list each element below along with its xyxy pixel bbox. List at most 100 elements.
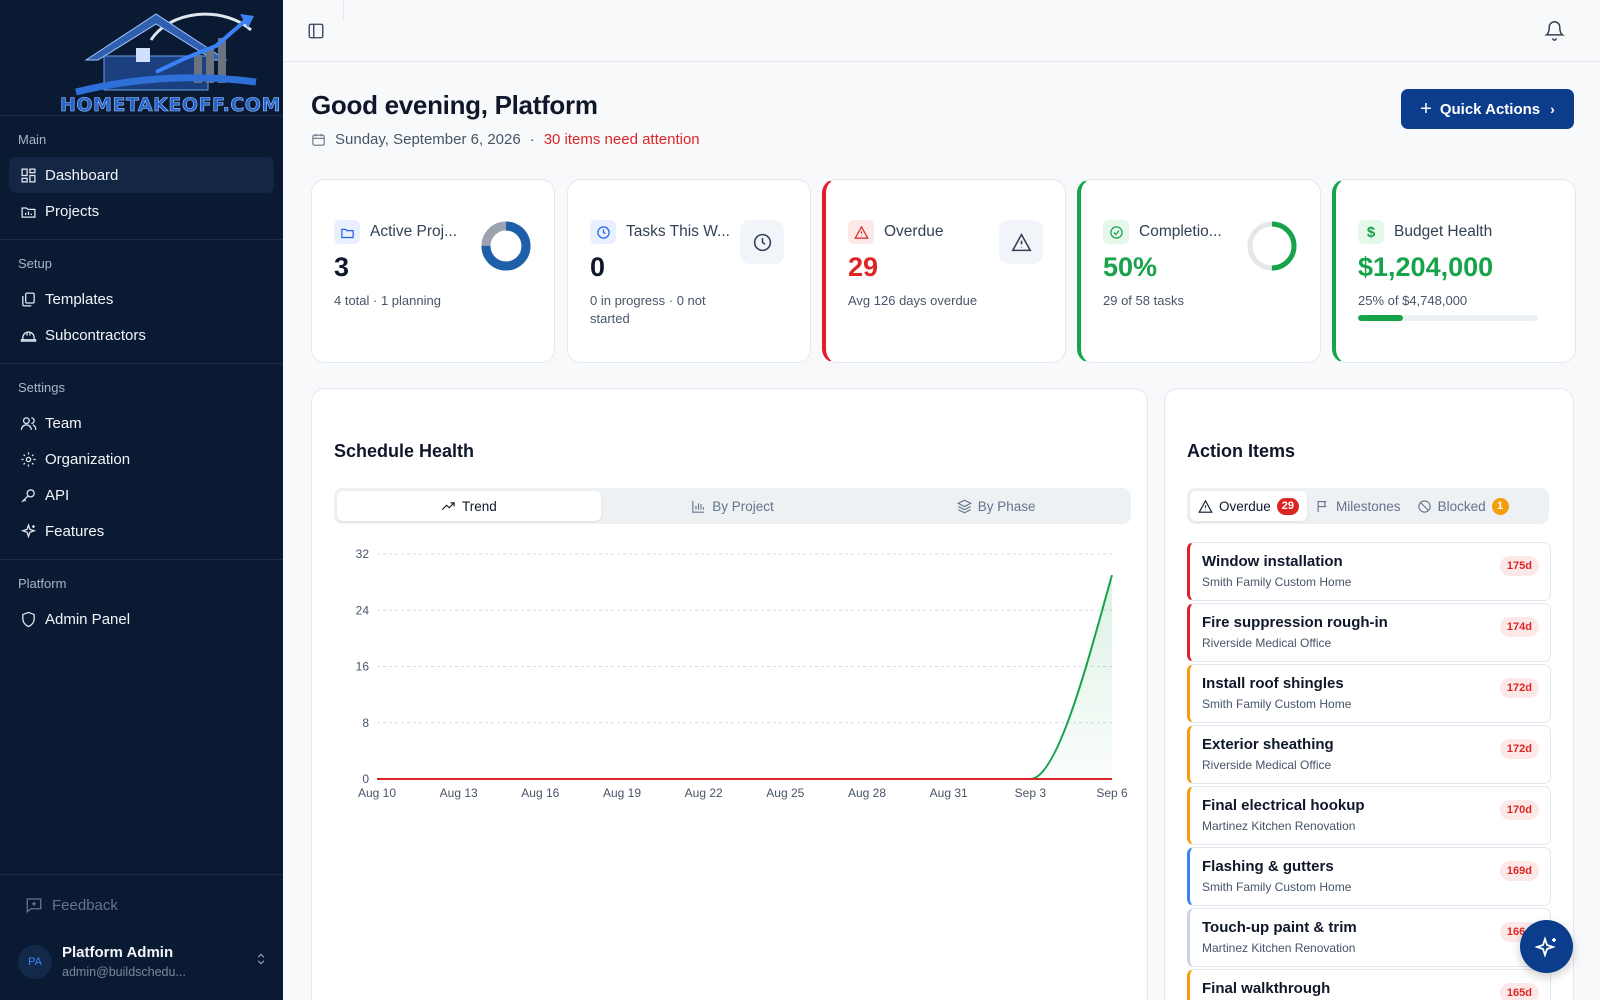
warning-icon	[1198, 499, 1213, 513]
budget-progress-fill	[1358, 315, 1403, 321]
stat-title: Budget Health	[1394, 223, 1493, 240]
chevron-right-icon: ›	[1550, 101, 1555, 117]
action-item[interactable]: Final walkthrough 165d	[1187, 969, 1551, 1000]
sidebar: HOMETAKEOFF.COM Main Dashboard Projects …	[0, 0, 283, 1000]
action-item-project: Smith Family Custom Home	[1202, 697, 1352, 711]
sidebar-toggle-button[interactable]	[307, 22, 325, 40]
feedback-icon	[26, 898, 42, 914]
series-line	[377, 574, 1113, 780]
action-item-project: Martinez Kitchen Renovation	[1202, 819, 1356, 833]
tab-milestones[interactable]: Milestones	[1307, 491, 1409, 521]
nav-section-main: Main Dashboard Projects	[0, 116, 283, 240]
house-logo-icon	[75, 12, 257, 96]
tab-by-phase[interactable]: By Phase	[864, 491, 1128, 521]
separator: ·	[529, 131, 535, 148]
action-item-title: Final walkthrough	[1202, 980, 1331, 997]
stat-card-active-projects[interactable]: Active Proj... 3 4 total · 1 planning	[311, 179, 555, 363]
action-item[interactable]: Flashing & gutters Smith Family Custom Ho…	[1187, 847, 1551, 906]
sidebar-item-admin-panel[interactable]: Admin Panel	[9, 601, 274, 637]
tab-blocked[interactable]: Blocked 1	[1409, 491, 1517, 521]
dashboard-icon	[19, 166, 37, 184]
tab-overdue[interactable]: Overdue 29	[1190, 491, 1308, 521]
stat-subtext: 4 total · 1 planning	[334, 293, 441, 308]
action-item-project: Martinez Kitchen Renovation	[1202, 941, 1356, 955]
ai-assistant-button[interactable]	[1520, 920, 1573, 973]
current-date: Sunday, September 6, 2026	[335, 131, 521, 148]
schedule-view-tabs: Trend By Project By Phase	[334, 488, 1131, 524]
panel-title: Schedule Health	[334, 441, 475, 461]
stat-card-tasks-this-week[interactable]: Tasks This W... 0 0 in progress · 0 not …	[567, 179, 811, 363]
x-tick-label: Sep 6	[1096, 786, 1128, 800]
notifications-button[interactable]	[1544, 20, 1565, 46]
shield-icon	[19, 610, 37, 628]
sidebar-item-features[interactable]: Features	[9, 513, 274, 549]
stat-card-completion[interactable]: Completio... 50% 29 of 58 tasks	[1077, 179, 1321, 363]
brand-logo[interactable]: HOMETAKEOFF.COM	[0, 0, 283, 116]
action-item[interactable]: Touch-up paint & trim Martinez Kitchen Re…	[1187, 908, 1551, 967]
x-tick-label: Aug 25	[766, 786, 804, 800]
sidebar-item-templates[interactable]: Templates	[9, 281, 274, 317]
nav-heading: Main	[18, 132, 47, 147]
stat-card-budget-health[interactable]: $ Budget Health $1,204,000 25% of $4,748…	[1332, 179, 1576, 363]
quick-actions-button[interactable]: + Quick Actions ›	[1401, 89, 1574, 129]
attention-count[interactable]: 30 items need attention	[543, 131, 700, 148]
nav-section-setup: Setup Templates Subcontractors	[0, 240, 283, 364]
stat-title: Overdue	[884, 223, 944, 240]
action-item[interactable]: Exterior sheathing Riverside Medical Offi…	[1187, 725, 1551, 784]
sidebar-item-label: Dashboard	[45, 166, 119, 184]
stat-title: Active Proj...	[370, 223, 457, 240]
tab-label: By Phase	[977, 498, 1036, 514]
feedback-label: Feedback	[52, 896, 118, 914]
flag-icon	[1317, 500, 1327, 512]
sidebar-item-label: Subcontractors	[45, 326, 146, 344]
action-item-title: Fire suppression rough-in	[1202, 614, 1388, 631]
action-item-title: Window installation	[1202, 553, 1343, 570]
y-tick-label: 16	[356, 660, 370, 674]
panel-left-icon	[308, 23, 324, 39]
plus-icon: +	[1420, 97, 1432, 120]
sidebar-item-label: Organization	[45, 450, 131, 468]
action-item-project: Riverside Medical Office	[1202, 758, 1332, 772]
team-icon	[19, 414, 37, 432]
sidebar-item-organization[interactable]: Organization	[9, 441, 274, 477]
sidebar-item-dashboard[interactable]: Dashboard	[9, 157, 274, 193]
feedback-button[interactable]: Feedback	[25, 896, 118, 914]
x-tick-label: Sep 3	[1015, 786, 1047, 800]
sidebar-item-label: Admin Panel	[45, 610, 131, 628]
x-tick-label: Aug 16	[521, 786, 559, 800]
tab-by-project[interactable]: By Project	[601, 491, 865, 521]
quick-actions-label: Quick Actions	[1439, 100, 1541, 118]
sidebar-item-team[interactable]: Team	[9, 405, 274, 441]
ban-icon	[1417, 499, 1431, 513]
x-tick-label: Aug 13	[440, 786, 478, 800]
sidebar-item-subcontractors[interactable]: Subcontractors	[9, 317, 274, 353]
y-tick-label: 32	[356, 547, 370, 561]
stat-subtext: Avg 126 days overdue	[848, 293, 978, 308]
tab-trend[interactable]: Trend	[337, 491, 601, 521]
sparkles-icon	[1534, 935, 1556, 958]
tab-label: Overdue	[1219, 498, 1271, 514]
clock-icon	[740, 220, 784, 264]
projects-icon	[334, 220, 360, 244]
user-menu[interactable]: PA Platform Admin admin@buildschedu...	[18, 944, 268, 979]
action-item[interactable]: Fire suppression rough-in Riverside Medic…	[1187, 603, 1551, 662]
stat-value: 50%	[1103, 252, 1158, 282]
divider	[0, 874, 283, 875]
stat-card-overdue[interactable]: Overdue 29 Avg 126 days overdue	[822, 179, 1066, 363]
y-tick-label: 0	[362, 772, 369, 786]
action-item[interactable]: Final electrical hookup Martinez Kitchen …	[1187, 786, 1551, 845]
calendar-icon	[312, 133, 325, 146]
panel-title: Action Items	[1187, 441, 1296, 461]
nav-heading: Platform	[18, 576, 67, 591]
tab-label: Trend	[461, 498, 497, 514]
x-tick-label: Aug 19	[603, 786, 641, 800]
progress-ring-fill	[1247, 221, 1297, 271]
days-overdue-badge: 170d	[1499, 800, 1539, 820]
page-title: Good evening, Platform	[311, 90, 598, 120]
action-item[interactable]: Install roof shingles Smith Family Custom…	[1187, 664, 1551, 723]
sidebar-item-projects[interactable]: Projects	[9, 193, 274, 229]
sidebar-item-api[interactable]: API	[9, 477, 274, 513]
tab-label: Milestones	[1336, 498, 1401, 514]
action-item[interactable]: Window installation Smith Family Custom H…	[1187, 542, 1551, 601]
gear-icon	[19, 450, 37, 468]
